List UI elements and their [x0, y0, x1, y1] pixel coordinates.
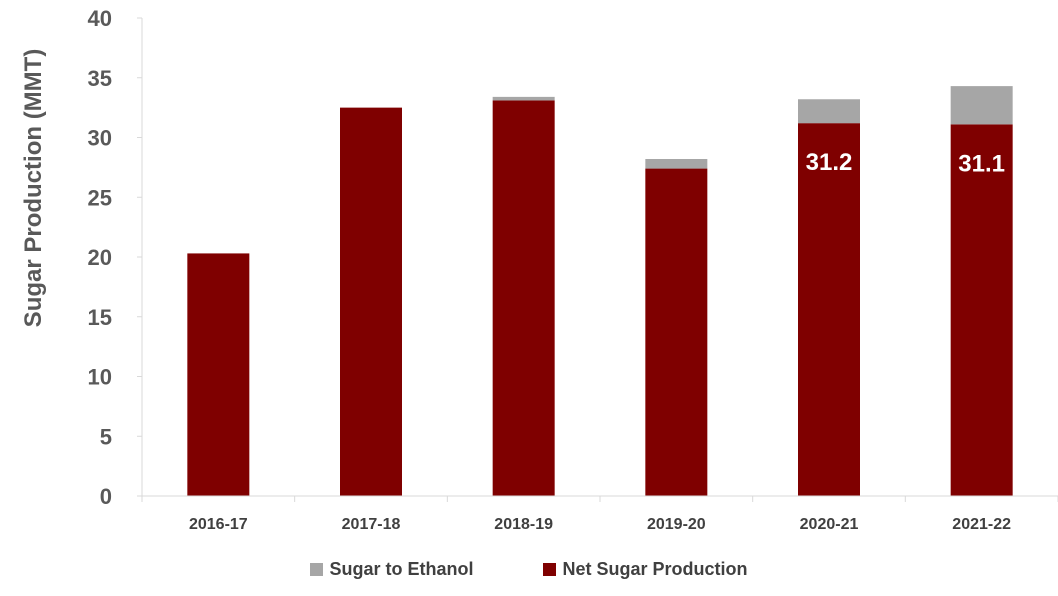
legend-swatch-sugar-to-ethanol	[310, 562, 324, 576]
legend-swatch-net-sugar-production	[543, 562, 557, 576]
y-tick-label: 25	[88, 185, 112, 210]
bar-net-sugar-production-2018-19	[492, 100, 555, 496]
y-tick-label: 5	[100, 424, 112, 449]
bar-net-sugar-production-2016-17	[187, 253, 250, 496]
x-tick-label: 2017-18	[342, 516, 401, 533]
axes-group	[141, 18, 1058, 497]
x-tick-label: 2018-19	[494, 516, 553, 533]
y-ticks-group: 0 5 10 15 20 25 30 35 40	[88, 6, 142, 509]
bars-group	[187, 86, 1013, 496]
bar-net-sugar-production-2020-21	[798, 123, 860, 496]
bar-net-sugar-production-2021-22	[950, 124, 1013, 496]
bar-net-sugar-production-2019-20	[645, 168, 708, 496]
y-tick-label: 10	[88, 365, 112, 390]
bar-sugar-to-ethanol-2020-21	[798, 99, 860, 124]
data-labels-group: 31.2 31.1	[806, 149, 1005, 177]
y-axis-label: Sugar Production (MMT)	[20, 49, 47, 328]
legend-label-net-sugar-production: Net Sugar Production	[562, 558, 748, 579]
legend: Sugar to Ethanol Net Sugar Production	[0, 556, 1058, 582]
x-tick-label: 2016-17	[189, 516, 248, 533]
x-ticks-group: 2016-17 2017-18 2018-19 2019-20 2020-21 2021-…	[141, 496, 1058, 533]
bar-sugar-to-ethanol-2018-19	[492, 96, 555, 101]
y-tick-label: 15	[88, 305, 112, 330]
data-label: 31.1	[958, 150, 1005, 177]
y-tick-label: 30	[88, 126, 112, 151]
bar-net-sugar-production-2017-18	[340, 107, 402, 496]
y-tick-label: 20	[88, 245, 112, 270]
y-tick-label: 40	[88, 6, 112, 31]
legend-item-net-sugar-production: Net Sugar Production	[543, 556, 748, 582]
x-tick-label: 2021-22	[952, 516, 1011, 533]
y-tick-label: 0	[100, 484, 112, 509]
x-tick-label: 2019-20	[647, 516, 706, 533]
x-tick-label: 2020-21	[800, 516, 859, 533]
legend-label-sugar-to-ethanol: Sugar to Ethanol	[329, 558, 474, 579]
data-label: 31.2	[806, 149, 853, 176]
y-tick-label: 35	[88, 66, 112, 91]
bar-sugar-to-ethanol-2021-22	[950, 86, 1013, 125]
legend-item-sugar-to-ethanol: Sugar to Ethanol	[310, 556, 473, 582]
bar-sugar-to-ethanol-2019-20	[645, 159, 708, 169]
